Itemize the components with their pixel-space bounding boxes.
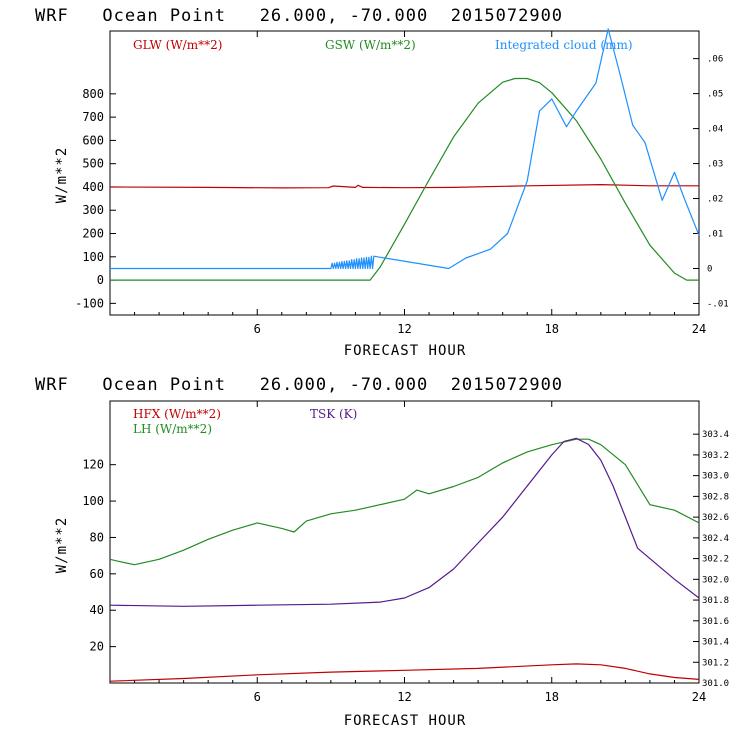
bottom-y2-tick-label: 301.2 — [702, 658, 729, 668]
top-y-tick-label: 0 — [97, 273, 104, 287]
top-legend-gsw: GSW (W/m**2) — [325, 38, 416, 52]
top-y-axis-label: W/m**2 — [54, 147, 70, 204]
bottom-x-tick-label: 6 — [254, 690, 261, 704]
top-panel: WRF Ocean Point 26.000, -70.000 20150729… — [35, 6, 729, 359]
bottom-y2-tick-label: 301.0 — [702, 679, 729, 689]
top-x-tick-label: 18 — [545, 322, 559, 336]
bottom-x-tick-label: 12 — [397, 690, 411, 704]
bottom-x-tick-label: 24 — [692, 690, 706, 704]
bottom-plot-frame — [109, 400, 700, 684]
bottom-y2-tick-label: 302.4 — [702, 534, 729, 544]
top-axes: 6 12 18 24 -100 0 100 200 300 400 500 600 700 800 -.01… — [75, 31, 729, 336]
top-x-tick-label: 6 — [254, 322, 261, 336]
top-y-tick-label: 200 — [82, 227, 104, 241]
top-series-integrated-line — [110, 28, 700, 270]
top-plot-frame — [109, 30, 700, 316]
bottom-x-axis-label: FORECAST HOUR — [344, 713, 467, 729]
bottom-x-tick-label: 18 — [545, 690, 559, 704]
bottom-y-tick-label: 60 — [90, 567, 104, 581]
top-x-axis-label: FORECAST HOUR — [344, 343, 467, 359]
bottom-series-lh-line — [109, 438, 700, 566]
top-y-tick-label: -100 — [75, 296, 104, 310]
top-chart-title: WRF Ocean Point 26.000, -70.000 20150729… — [35, 6, 563, 26]
bottom-y2-tick-label: 301.4 — [702, 638, 729, 648]
bottom-y-tick-label: 40 — [90, 603, 104, 617]
bottom-y-tick-label: 80 — [90, 530, 104, 544]
top-x-tick-label: 12 — [397, 322, 411, 336]
top-y2-tick-label: -.01 — [707, 299, 729, 309]
bottom-y2-tick-label: 303.0 — [702, 472, 729, 482]
bottom-y-tick-label: 120 — [82, 458, 104, 472]
bottom-y2-tick-label: 303.2 — [702, 451, 729, 461]
bottom-y2-tick-label: 302.6 — [702, 513, 729, 523]
bottom-legend-hfx: HFX (W/m**2) — [133, 407, 221, 421]
top-y2-tick-label: .04 — [707, 125, 723, 135]
top-y2-tick-label: .03 — [707, 160, 723, 170]
bottom-y2-tick-label: 301.8 — [702, 596, 729, 606]
top-y-tick-label: 700 — [82, 110, 104, 124]
bottom-chart-title: WRF Ocean Point 26.000, -70.000 20150729… — [35, 375, 563, 395]
top-legend-cloud: Integrated cloud (mm) — [495, 38, 633, 52]
top-y2-tick-label: .01 — [707, 230, 723, 240]
top-y2-tick-label: .06 — [707, 55, 723, 65]
top-series-gsw-line — [110, 77, 699, 281]
bottom-axes: 6 12 18 24 20 40 60 80 100 120 301.0 301.2 301.4 301.… — [82, 401, 729, 704]
bottom-y2-tick-label: 302.8 — [702, 492, 729, 502]
top-y-tick-label: 500 — [82, 157, 104, 171]
bottom-y2-tick-label: 302.0 — [702, 575, 729, 585]
bottom-y-tick-label: 20 — [90, 640, 104, 654]
top-y-tick-label: 300 — [82, 203, 104, 217]
top-x-tick-label: 24 — [692, 322, 706, 336]
bottom-series-hfx-line — [109, 663, 700, 682]
top-series-lines — [109, 28, 700, 281]
top-y2-tick-label: .02 — [707, 195, 723, 205]
top-y2-tick-label: 0 — [707, 264, 712, 274]
top-series-glw-line — [109, 184, 699, 189]
bottom-y2-tick-label: 301.6 — [702, 617, 729, 627]
bottom-legend-lh: LH (W/m**2) — [133, 422, 212, 436]
top-y-tick-label: 100 — [82, 250, 104, 264]
bottom-panel: WRF Ocean Point 26.000, -70.000 20150729… — [35, 375, 729, 729]
bottom-y-axis-label: W/m**2 — [54, 517, 70, 574]
bottom-y-tick-label: 100 — [82, 494, 104, 508]
bottom-legend-tsk: TSK (K) — [310, 407, 357, 421]
top-y2-tick-label: .05 — [707, 90, 723, 100]
top-y-tick-label: 400 — [82, 180, 104, 194]
top-y-tick-label: 600 — [82, 133, 104, 147]
bottom-y2-tick-label: 303.4 — [702, 430, 729, 440]
top-y-tick-label: 800 — [82, 87, 104, 101]
bottom-series-lines — [109, 437, 700, 682]
bottom-y2-tick-label: 302.2 — [702, 555, 729, 565]
bottom-series-tsk-line — [109, 437, 700, 607]
top-legend-glw: GLW (W/m**2) — [133, 38, 222, 52]
